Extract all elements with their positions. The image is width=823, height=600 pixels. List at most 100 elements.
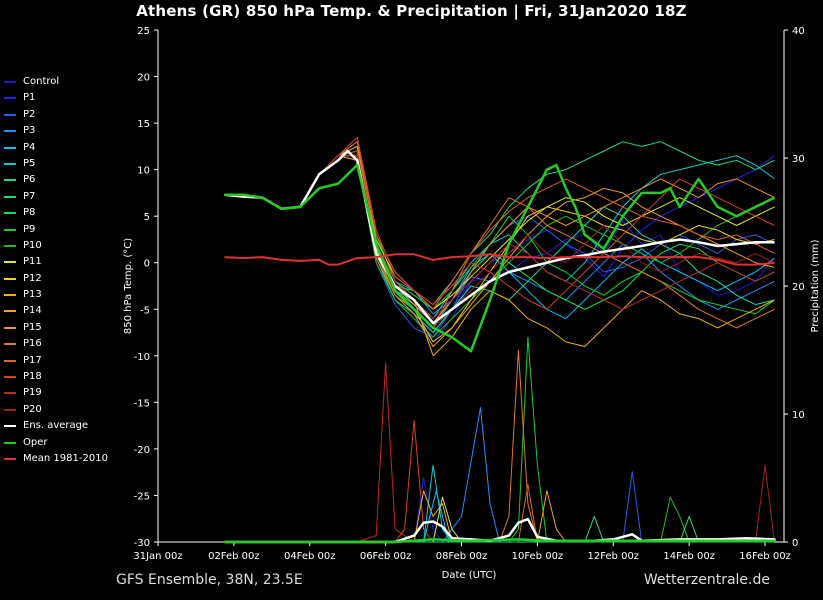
y-tick-label: 15 [137,119,150,130]
y-tick-label: 25 [137,26,150,37]
precip-line-p14 [224,490,775,543]
legend-label: P7 [23,190,36,202]
temp-line-p3 [224,150,775,315]
brand-label[interactable]: Wetterzentrale.de [643,572,770,588]
legend-swatch [4,261,16,264]
x-tick-label: 31Jan 00z [133,551,182,562]
legend-swatch [4,179,16,182]
legend-item: Control [4,74,124,90]
legend-item: P6 [4,172,124,188]
legend-label: P1 [23,92,36,104]
temp-line-p13 [224,145,775,357]
x-tick-label: 06Feb 00z [360,551,412,562]
legend-label: P4 [23,141,36,153]
legend-item: P19 [4,385,124,401]
legend-swatch [4,441,16,444]
legend-item: P3 [4,123,124,139]
x-tick-label: 10Feb 00z [512,551,564,562]
legend-swatch [4,113,16,116]
temp-line-p10 [224,155,775,338]
legend-item: Ens. average [4,418,124,434]
legend-item: P20 [4,402,124,418]
legend-label: Mean 1981-2010 [23,452,108,464]
legend-swatch [4,425,16,428]
chart-title: Athens (GR) 850 hPa Temp. & Precipitatio… [136,2,687,20]
x-axis-label: Date (UTC) [442,570,497,581]
legend-item: P9 [4,222,124,238]
legend-swatch [4,294,16,297]
legend-item: P17 [4,353,124,369]
y-tick-label: 20 [137,73,150,84]
legend-label: P11 [23,256,42,268]
precip-line-p3 [224,407,775,543]
legend-item: P16 [4,336,124,352]
legend-label: P5 [23,157,36,169]
legend-swatch [4,162,16,165]
y-tick-label: -20 [134,445,150,456]
legend-item: P10 [4,238,124,254]
y-tick-label: -15 [134,398,150,409]
legend-item: P8 [4,205,124,221]
y2-tick-label: 30 [792,154,805,165]
precip-line-p19 [224,362,775,543]
precip-line-p2 [224,471,775,543]
precip-line-p13 [224,490,775,543]
precip-line-p20 [224,464,775,543]
precip-line-p9 [224,336,775,543]
legend-label: Control [23,76,60,87]
y2-axis-label: Precipitation (mm) [810,239,821,332]
legend-swatch [4,326,16,329]
legend-label: P20 [23,403,42,415]
legend-item: P5 [4,156,124,172]
legend: Control P1 P2 P3 P4 P5 P6 P7 P8 P9 P10 P11 P12 P13 P14… [4,74,124,467]
y-tick-label: 5 [144,212,150,223]
legend-swatch [4,457,16,460]
legend-item: P11 [4,254,124,270]
legend-swatch [4,277,16,280]
precip-line-oper [224,538,776,544]
legend-label: P12 [23,272,42,284]
y-tick-label: -10 [134,352,150,363]
y-tick-label: -25 [134,491,150,502]
legend-item: Oper [4,435,124,451]
temp-line-oper [224,163,776,353]
precip-line-p4 [224,490,775,543]
legend-item: P1 [4,90,124,106]
x-tick-label: 12Feb 00z [587,551,639,562]
legend-item: Mean 1981-2010 [4,451,124,467]
legend-item: P15 [4,320,124,336]
model-location-label: GFS Ensemble, 38N, 23.5E [116,572,303,588]
y2-tick-label: 40 [792,26,805,37]
y-tick-label: 10 [137,166,150,177]
legend-swatch [4,212,16,215]
temp-line-p9 [224,141,775,315]
temp-line-mean-1981-2010 [224,253,775,266]
legend-item: P4 [4,140,124,156]
precip-line-p11 [224,496,775,543]
legend-label: P3 [23,125,36,137]
legend-swatch [4,146,16,149]
temp-line-p15 [224,150,775,324]
legend-swatch [4,228,16,231]
legend-label: P9 [23,223,36,235]
legend-swatch [4,310,16,313]
precip-series-group [224,336,776,544]
temp-line-p14 [224,155,775,347]
precip-line-p17 [224,483,775,543]
legend-label: P8 [23,207,36,219]
legend-label: P17 [23,354,42,366]
x-tick-label: 14Feb 00z [663,551,715,562]
y-tick-label: -30 [134,538,150,549]
precip-line-p5 [224,464,775,543]
legend-item: P14 [4,303,124,319]
legend-label: P15 [23,321,42,333]
temp-line-ens-average [224,149,775,325]
legend-swatch [4,408,16,411]
x-tick-label: 02Feb 00z [208,551,260,562]
legend-label: P18 [23,371,42,383]
legend-label: P10 [23,239,42,251]
y-axis-label: 850 hPa Temp. (°C) [123,238,134,334]
legend-item: P13 [4,287,124,303]
precip-line-ens-average [224,517,776,544]
